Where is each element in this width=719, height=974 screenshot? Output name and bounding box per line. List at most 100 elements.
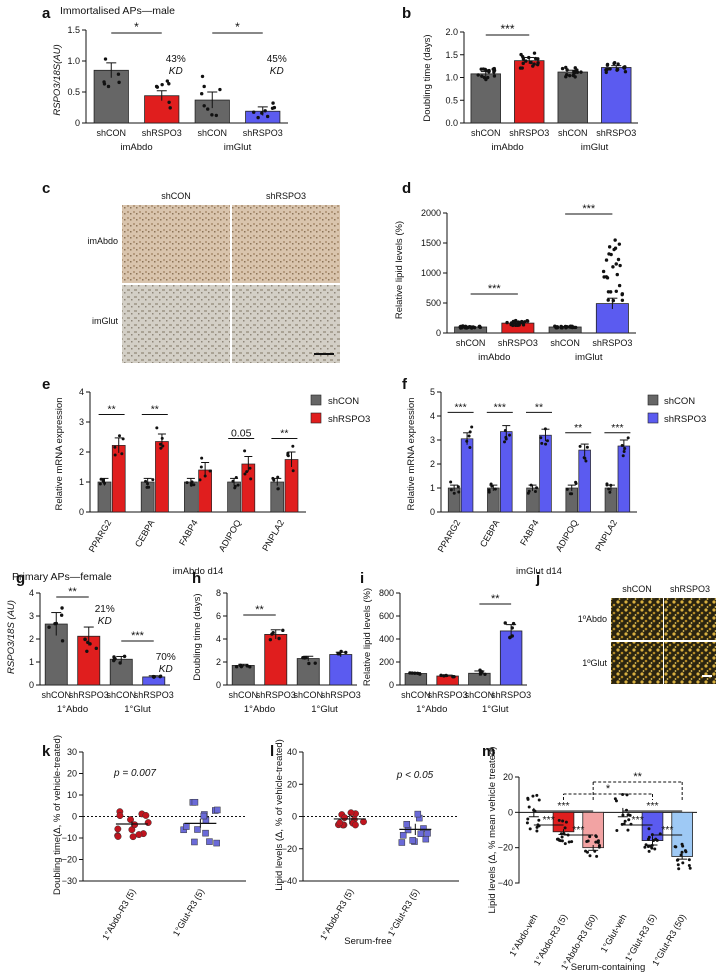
data-point-m-3-9 [621,813,625,817]
y-tick-label-k-4: 10 [67,790,77,800]
data-point-b-0-14 [484,69,489,73]
data-point-a-2-7 [206,107,210,111]
data-point-i-1-0 [439,673,443,678]
sig-b: *** [500,22,514,36]
data-point-b-2-11 [568,73,572,78]
data-point-b-2-9 [575,68,579,72]
data-point-e-1-0-2 [113,445,117,449]
y-tick-label-i-3: 600 [379,611,394,621]
data-point-a-2-3 [214,113,219,118]
data-point-d-3-11 [615,272,619,277]
data-point-h-1-2 [277,636,281,641]
y-tick-label-m-0: −40 [498,878,513,888]
y-tick-label-f-5: 5 [430,387,435,397]
y-tick-label-e-3: 3 [79,417,84,427]
data-point-d-3-5 [617,242,622,246]
y-tick-label-f-4: 4 [430,411,435,421]
x-tick-label-k-1: 1°Glut-R3 (5) [171,887,206,938]
data-point-f-0-0-3 [457,490,461,494]
y-tick-label-d-0: 0 [436,328,441,338]
data-point-a-3-4 [260,111,264,115]
y-tick-label-g-1: 1 [29,657,34,667]
data-point-k-0-0 [127,816,134,824]
data-point-m-3-7 [623,819,627,823]
sig-e-1: ** [151,404,159,416]
micrograph-c-1-0 [122,285,230,363]
data-point-m-4-14 [650,846,654,850]
data-point-f-1-3-3 [578,444,582,448]
panel-label-g: g [16,570,25,587]
panel-header-a: Immortalised APs—male [60,5,175,17]
data-point-m-1-14 [556,837,560,841]
x-axis-title-f: imGlut d14 [516,566,562,577]
group-label-g-1: 1°Glut [124,704,151,715]
data-point-d-3-22 [601,269,606,274]
data-point-d-3-9 [608,290,613,294]
data-point-h-3-4 [339,649,343,654]
y-tick-label-f-3: 3 [430,435,435,445]
sig-e-2: 0.05 [231,428,252,440]
y-tick-label-h-1: 2 [216,657,221,667]
data-point-m-4-11 [653,847,657,851]
data-point-b-3-10 [605,67,609,72]
x-tick-label-a-0: shCON [96,128,126,138]
data-point-m-4-12 [643,845,647,849]
data-point-b-0-5 [480,74,484,78]
bar-h-1 [264,634,288,686]
x-tick-label-e-0: PPARG2 [87,518,114,554]
bar-e-1-1 [155,441,169,513]
bar-b-0 [470,73,501,124]
data-point-m-5-7 [681,861,685,865]
data-point-f-0-0-1 [449,480,453,484]
kd-a-abdo-kd: KD [169,66,183,77]
data-point-e-1-0-1 [113,453,117,457]
data-point-m-3-2 [627,818,631,822]
y-axis-title-f: Relative mRNA expression [406,398,417,511]
bar-i-3 [499,630,523,686]
data-point-a-0-4 [103,57,108,61]
y-tick-label-g-0: 0 [29,680,34,690]
x-tick-label-l-0: 1°Abdo-R3 (5) [318,887,355,942]
data-point-k-0-8 [129,833,137,841]
data-point-l-1-4 [422,835,430,843]
y-tick-label-l-0: −40 [282,876,297,886]
kd-g-glut-pct: 70% [156,652,176,663]
sig-i: ** [491,593,500,605]
y-tick-label-l-2: 0 [292,812,297,822]
data-point-m-4-7 [646,837,650,841]
data-point-e-0-1-0 [151,478,155,482]
data-point-f-1-4-4 [623,447,627,451]
data-point-l-1-5 [403,820,410,828]
y-tick-label-g-4: 4 [29,588,34,598]
data-point-f-1-4-0 [626,436,630,440]
data-point-l-1-11 [399,832,407,839]
data-point-b-1-8 [520,54,525,59]
data-point-d-3-16 [616,257,621,262]
data-point-e-1-0-4 [120,452,124,456]
data-point-e-0-0-4 [101,479,105,483]
x-tick-label-e-1: CEBPA [133,518,157,549]
data-point-e-0-2-4 [189,483,193,487]
y-tick-label-d-4: 2000 [421,208,441,218]
data-point-m-4-4 [652,838,656,842]
data-point-e-0-0-3 [99,477,103,481]
panel-label-c: c [42,180,50,197]
y-tick-label-a-2: 1.0 [67,56,80,66]
legend-swatch-f-1 [647,412,659,424]
x-tick-label-m-0: 1°Abdo-veh [507,912,539,958]
y-tick-label-k-6: 30 [67,747,77,757]
data-point-a-2-1 [200,74,205,79]
data-point-m-3-10 [621,792,625,796]
data-point-h-1-0 [281,628,285,633]
data-point-f-1-0-2 [468,430,472,434]
data-point-m-2-8 [593,849,597,853]
bar-f-1-2 [539,434,552,513]
data-point-b-0-15 [481,67,486,71]
data-point-m-1-13 [561,819,565,823]
y-tick-label-k-3: 0 [72,812,77,822]
data-point-d-2-10 [559,326,563,330]
x-tick-label-h-0: shCON [228,690,258,700]
data-point-m-0-8 [535,825,539,829]
bar-i-0 [404,673,428,686]
data-point-d-1-18 [511,323,515,328]
